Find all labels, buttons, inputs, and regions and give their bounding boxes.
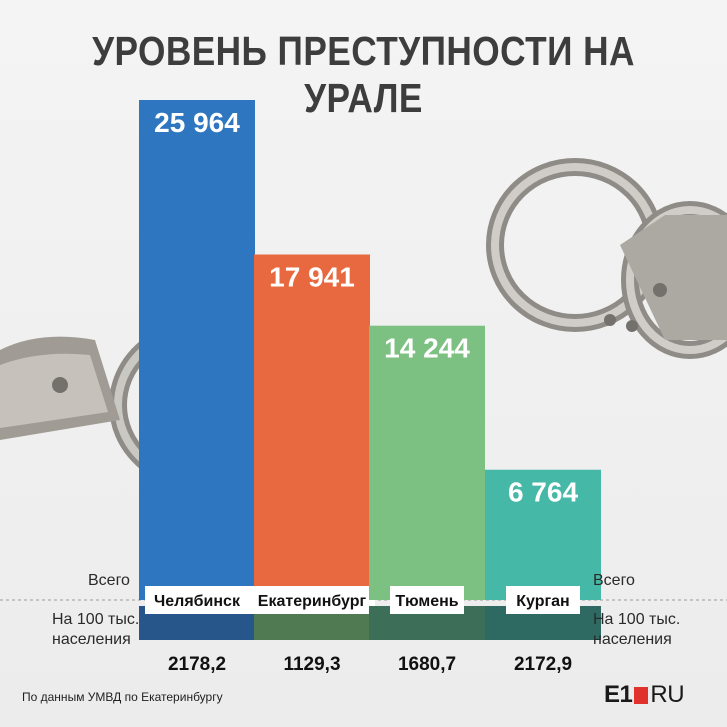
category-label-box-ekaterinburg	[249, 586, 375, 614]
value-label-per100k-chelyabinsk: 2178,2	[168, 654, 226, 675]
value-label-total-chelyabinsk: 25 964	[154, 107, 240, 138]
bar-total-ekaterinburg	[254, 254, 370, 600]
value-label-per100k-ekaterinburg: 1129,3	[283, 654, 340, 675]
category-label-box-kurgan	[506, 586, 580, 614]
value-label-per100k-tyumen: 1680,7	[398, 654, 456, 675]
category-label-chelyabinsk: Челябинск	[154, 593, 241, 610]
chart-title: УРОВЕНЬ ПРЕСТУПНОСТИ НА УРАЛЕ	[92, 28, 635, 121]
source-note: По данным УМВД по Екатеринбургу	[22, 690, 223, 704]
bars-group: 25 964 Челябинск 2178,2 17 941 Екатеринбург 1…	[139, 100, 601, 675]
bar-total-chelyabinsk	[139, 100, 255, 600]
per100k-label-left-line1: На 100 тыс.	[52, 611, 140, 628]
category-label-kurgan: Курган	[516, 593, 569, 610]
total-label-right: Всего	[593, 572, 635, 589]
value-label-total-ekaterinburg: 17 941	[269, 262, 355, 293]
value-label-total-tyumen: 14 244	[384, 333, 470, 364]
total-label-left: Всего	[88, 572, 130, 589]
per100k-label-right-line2: населения	[593, 631, 672, 648]
handcuffs-illustration-right	[486, 158, 727, 359]
value-label-total-kurgan: 6 764	[508, 477, 578, 508]
per100k-label-left-line2: населения	[52, 631, 131, 648]
category-label-tyumen: Тюмень	[395, 593, 458, 610]
per100k-label-right-line1: На 100 тыс.	[593, 611, 681, 628]
category-label-box-tyumen	[390, 586, 464, 614]
e1-ru-logo: E1 RU	[604, 681, 685, 708]
category-label-ekaterinburg: Екатеринбург	[258, 593, 367, 610]
value-label-per100k-kurgan: 2172,9	[514, 654, 572, 675]
bar-total-kurgan	[485, 469, 601, 600]
bar-total-tyumen	[369, 325, 485, 600]
category-label-box-chelyabinsk	[145, 586, 249, 614]
